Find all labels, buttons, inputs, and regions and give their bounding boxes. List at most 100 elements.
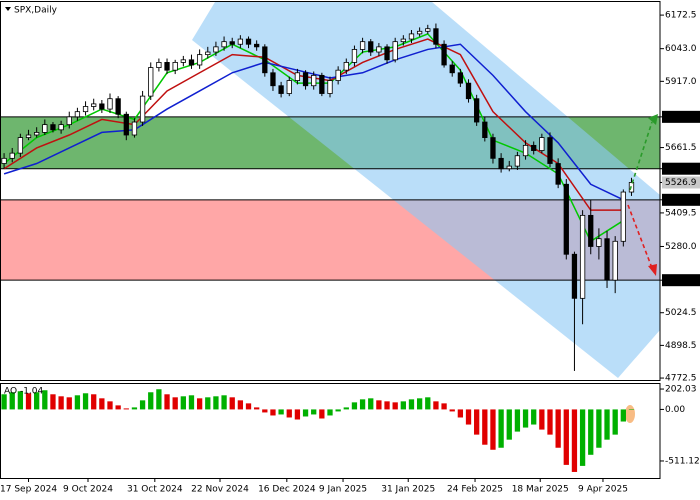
candle-body	[245, 38, 252, 45]
ao-bar	[42, 390, 48, 410]
candle-body	[563, 183, 569, 255]
candle-body	[579, 214, 586, 299]
ao-bar	[188, 395, 195, 410]
ao-bar	[579, 409, 586, 466]
ao-bar	[245, 403, 252, 410]
candle-body	[91, 103, 97, 107]
candle-body	[139, 95, 146, 123]
candle-body	[359, 41, 366, 50]
candle-body	[343, 62, 349, 71]
x-tick-label: 31 Oct 2024	[127, 485, 183, 495]
candle-body	[539, 137, 545, 151]
y-tick-label: 5917.0	[665, 77, 697, 87]
candle-body	[416, 30, 423, 35]
candle-body	[17, 137, 24, 154]
ao-bar	[254, 407, 260, 410]
ao-bar	[482, 409, 488, 445]
y-tick-label: 6172.5	[665, 11, 697, 21]
down-arrow	[627, 204, 653, 269]
candle-body	[99, 103, 105, 110]
ao-bar	[457, 409, 464, 418]
candle-body	[596, 238, 602, 247]
candle-body	[506, 165, 512, 170]
ao-bar	[474, 409, 480, 435]
ao-bar	[123, 408, 129, 410]
candle-body	[213, 46, 219, 53]
ao-bar	[588, 409, 594, 455]
title-icon	[5, 7, 11, 11]
candle-body	[620, 191, 626, 242]
candle-body	[490, 137, 496, 159]
ao-bar	[99, 398, 105, 410]
ao-bar	[612, 409, 618, 435]
candle-body	[180, 59, 186, 63]
ao-bar	[278, 409, 284, 415]
ao-bar	[74, 395, 81, 410]
candle-body	[457, 72, 464, 84]
candle-body	[571, 253, 578, 299]
ao-bar	[205, 397, 211, 410]
candle-body	[58, 124, 64, 131]
candle-body	[482, 121, 488, 138]
candle-body	[156, 62, 162, 68]
candle-body	[425, 28, 431, 32]
y-tick-label: 202.03	[665, 385, 697, 395]
candle-body	[588, 214, 594, 247]
ao-bar	[180, 396, 186, 410]
ao-bar	[359, 399, 366, 410]
ao-bar	[449, 409, 455, 412]
candle-body	[400, 38, 406, 43]
up-arrow	[629, 121, 653, 191]
ao-bar	[376, 400, 382, 410]
ao-bar	[319, 409, 325, 419]
y-tick-label: 5150.0	[665, 276, 697, 286]
ao-bar	[514, 409, 521, 432]
price-panel	[0, 23, 660, 371]
ao-bar	[66, 397, 72, 410]
candle-body	[384, 46, 390, 61]
chart-title: SPX,Daily	[14, 6, 58, 16]
ao-bar	[107, 401, 113, 410]
ao-bar	[311, 409, 317, 415]
ao-bar	[213, 396, 219, 410]
y-tick-label: 6043.0	[665, 44, 697, 54]
candle-body	[547, 137, 553, 164]
candle-body	[612, 240, 618, 281]
ao-bar	[392, 402, 398, 410]
y-tick-box	[662, 274, 700, 287]
ao-bar	[25, 393, 32, 410]
ao-bar	[384, 401, 390, 410]
candle-body	[115, 98, 121, 115]
y-tick-box	[662, 110, 700, 123]
x-tick-label: 9 Jan 2025	[319, 485, 367, 495]
candle-body	[531, 144, 537, 151]
ao-bar	[302, 409, 309, 417]
ao-bar	[539, 409, 545, 430]
candle-body	[514, 155, 521, 167]
ao-bar	[343, 407, 349, 410]
candle-body	[123, 113, 129, 136]
candle-body	[351, 49, 358, 63]
candle-body	[327, 80, 333, 94]
ao-bar	[400, 401, 406, 410]
candle-body	[474, 98, 480, 123]
ao-bar	[425, 397, 431, 410]
ao-bar	[156, 389, 162, 410]
ao-bar	[498, 409, 504, 448]
y-tick-box	[662, 193, 700, 206]
y-tick-label: 5526.9	[665, 178, 697, 188]
ao-bar	[17, 391, 24, 410]
y-tick-label: 5409.5	[665, 208, 697, 218]
candle-body	[335, 69, 341, 81]
x-tick-label: 9 Oct 2024	[63, 485, 113, 495]
ao-bar	[628, 409, 635, 410]
y-tick-label: 5661.5	[665, 143, 697, 153]
ao-bar	[229, 397, 235, 410]
candle-body	[42, 124, 48, 133]
ao-bar	[441, 403, 447, 410]
candle-body	[66, 116, 72, 126]
ao-bar	[620, 409, 626, 422]
candle-body	[50, 124, 56, 131]
ao-bar	[50, 394, 56, 410]
